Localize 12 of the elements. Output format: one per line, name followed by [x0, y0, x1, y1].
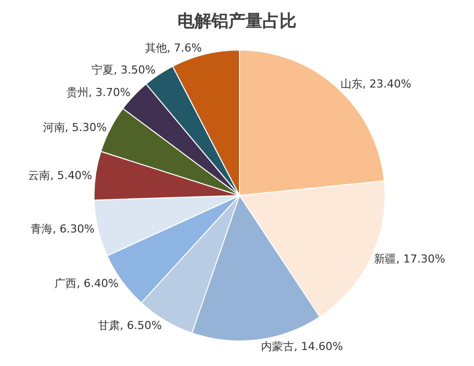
slice-label: 其他, 7.6% [144, 41, 202, 54]
chart-title: 电解铝产量占比 [178, 12, 296, 32]
slice-label: 河南, 5.30% [42, 121, 107, 134]
slice-label: 新疆, 17.30% [374, 252, 446, 266]
slice-label: 广西, 6.40% [54, 276, 119, 290]
slice-label: 甘肃, 6.50% [98, 318, 162, 332]
slice-label: 山东, 23.40% [340, 78, 412, 90]
slice-label: 贵州, 3.70% [66, 86, 130, 99]
slice-label: 青海, 6.30% [30, 222, 95, 236]
slice-label: 宁夏, 3.50% [92, 63, 156, 76]
slice-label: 内蒙古, 14.60% [260, 340, 343, 353]
slice-label: 云南, 5.40% [28, 168, 92, 182]
